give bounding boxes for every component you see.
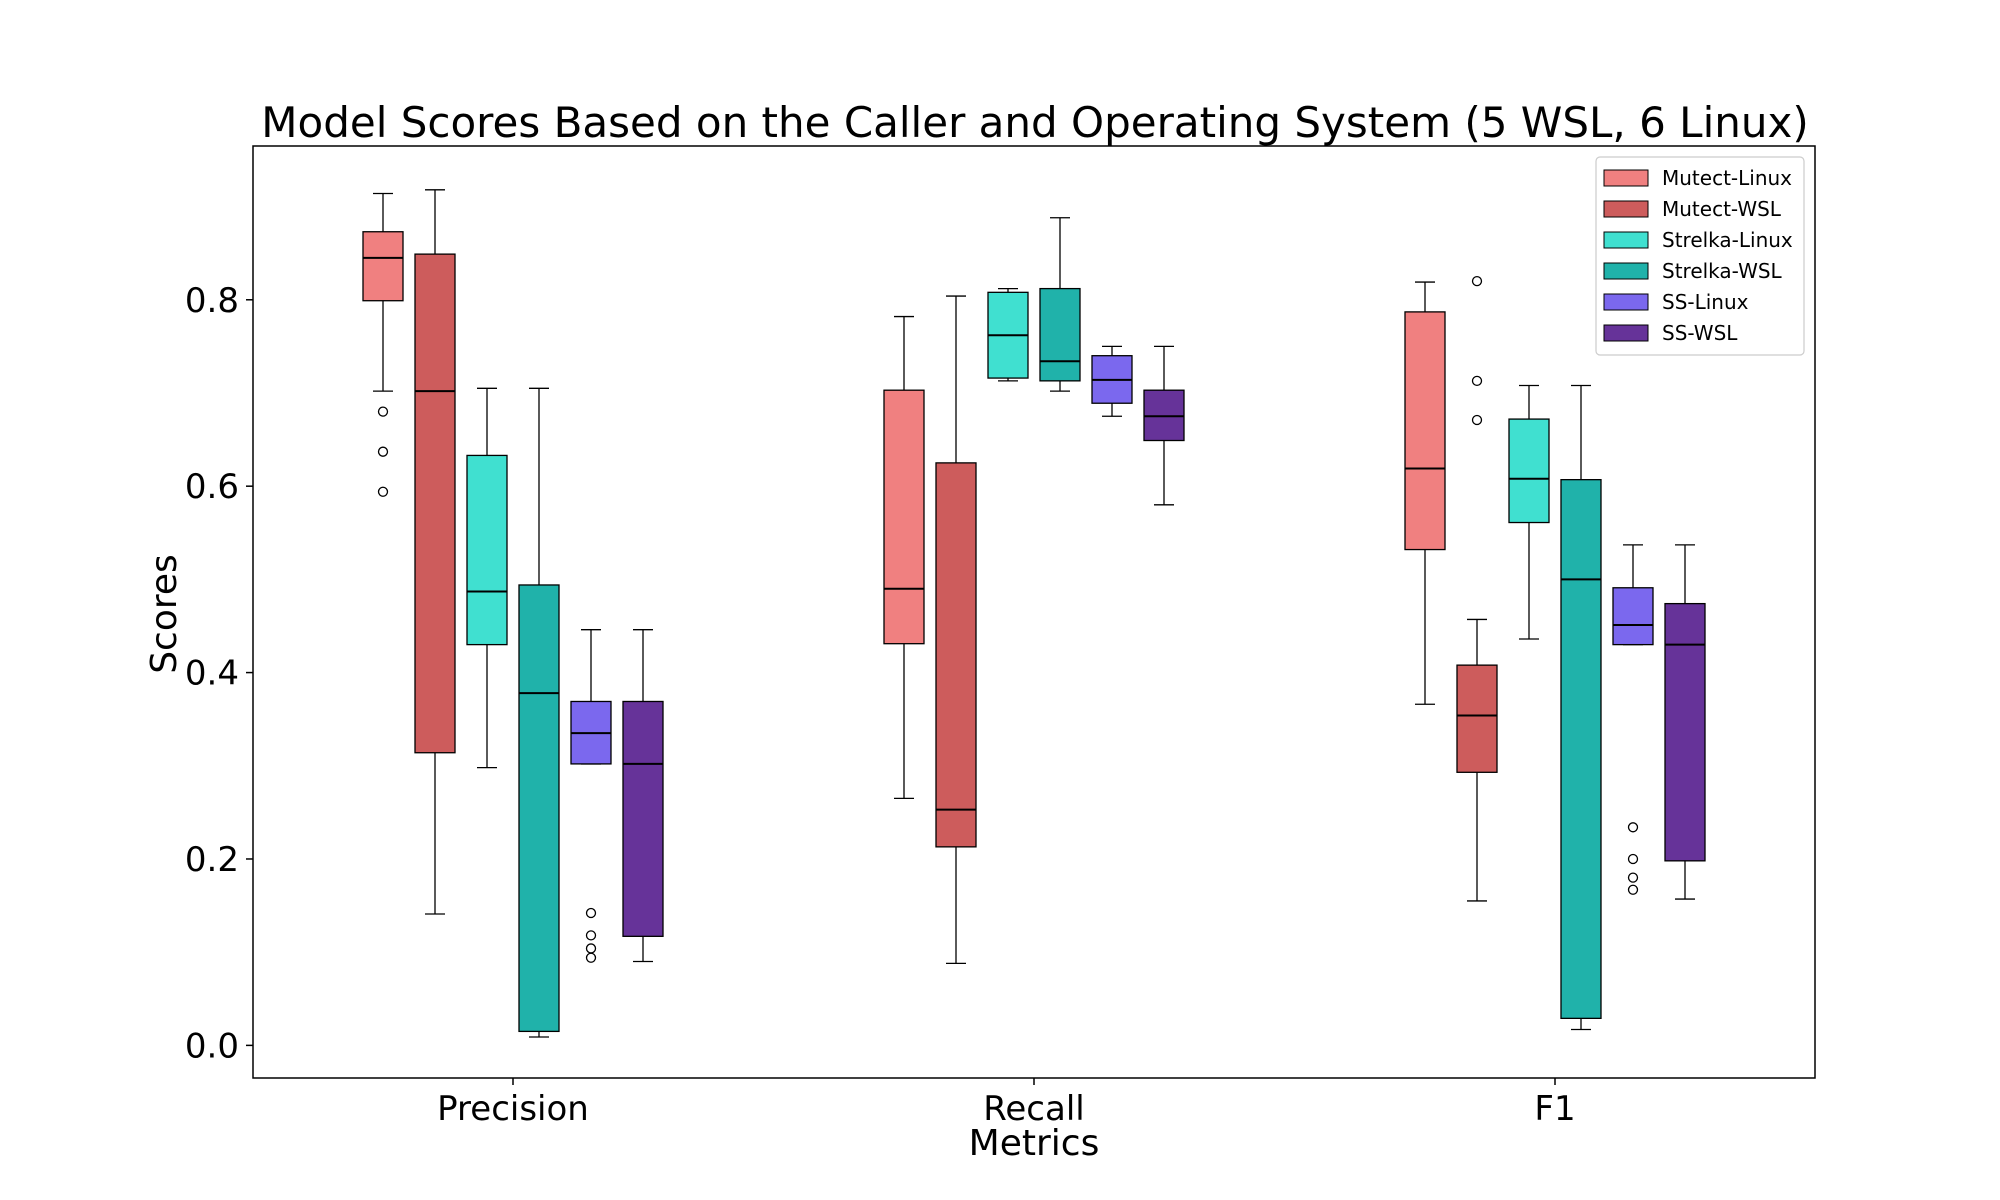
x-tick-label: Precision	[437, 1089, 589, 1129]
box-strelka-linux-recall	[987, 287, 1029, 382]
box-body	[622, 700, 664, 937]
outlier-point	[585, 930, 597, 941]
chart-title: Model Scores Based on the Caller and Ope…	[261, 98, 1808, 147]
legend-swatch	[1603, 231, 1649, 249]
box-body	[1664, 602, 1706, 862]
y-tick-label: 0.2	[185, 840, 239, 880]
box-mutect-wsl-recall	[935, 295, 977, 965]
box-ss-linux-precision	[570, 629, 612, 963]
box-body	[1456, 664, 1498, 773]
box-strelka-linux-f1	[1508, 384, 1550, 640]
outlier-point	[1627, 872, 1639, 883]
legend-label: Strelka-WSL	[1662, 259, 1783, 283]
x-tick-label: F1	[1534, 1089, 1575, 1129]
box-body	[518, 584, 560, 1033]
x-tick-label: Recall	[983, 1089, 1084, 1129]
y-tick-label: 0.4	[185, 654, 239, 694]
y-tick-label: 0.8	[185, 281, 239, 321]
plot-frame	[252, 145, 1816, 1079]
box-ss-linux-recall	[1091, 345, 1133, 417]
legend-label: SS-Linux	[1662, 290, 1749, 314]
box-body	[362, 231, 404, 302]
legend-swatch	[1603, 200, 1649, 218]
legend: Mutect-Linux Mutect-WSL Strelka-Linux Strel…	[1595, 156, 1805, 356]
legend-label: SS-WSL	[1662, 321, 1738, 345]
outlier-point	[1627, 853, 1639, 865]
box-mutect-linux-f1	[1404, 281, 1446, 705]
outlier-point	[585, 952, 597, 963]
outlier-point	[585, 907, 597, 919]
outlier-point	[1627, 884, 1639, 895]
legend-swatch	[1603, 169, 1649, 187]
box-strelka-linux-precision	[466, 387, 508, 769]
y-axis-label: Scores	[144, 554, 185, 674]
outlier-point	[1471, 414, 1483, 426]
box-strelka-wsl-precision	[518, 387, 560, 1038]
box-body	[466, 454, 508, 646]
y-tick-label: 0.6	[185, 467, 239, 507]
box-body	[1508, 418, 1550, 524]
plot-area: 0.0 0.2 0.4 0.6 0.8 Precision Recall F1	[185, 189, 1706, 1129]
legend-swatch	[1603, 262, 1649, 280]
box-body	[414, 253, 456, 754]
box-body	[883, 389, 925, 645]
outlier-point	[1471, 275, 1483, 287]
box-strelka-wsl-f1	[1560, 384, 1602, 1031]
box-ss-linux-f1	[1612, 544, 1654, 895]
legend-swatch	[1603, 324, 1649, 342]
outlier-point	[377, 486, 389, 497]
box-ss-wsl-f1	[1664, 544, 1706, 900]
outlier-point	[377, 446, 389, 457]
box-mutect-wsl-f1	[1456, 275, 1498, 902]
outlier-point	[377, 406, 389, 417]
box-body	[1404, 311, 1446, 551]
legend-label: Mutect-WSL	[1662, 197, 1782, 221]
box-mutect-linux-recall	[883, 315, 925, 800]
box-body	[1612, 587, 1654, 646]
outlier-point	[585, 943, 597, 954]
legend-label: Mutect-Linux	[1662, 166, 1792, 190]
box-ss-wsl-recall	[1143, 345, 1185, 506]
box-mutect-linux-precision	[362, 192, 404, 497]
legend-label: Strelka-Linux	[1662, 228, 1793, 252]
x-axis-label: Metrics	[969, 1123, 1100, 1164]
box-ss-wsl-precision	[622, 629, 664, 963]
legend-swatch	[1603, 293, 1649, 311]
box-body	[935, 462, 977, 848]
box-strelka-wsl-recall	[1039, 217, 1081, 392]
box-mutect-wsl-precision	[414, 189, 456, 915]
y-tick-label: 0.0	[185, 1026, 239, 1066]
outlier-point	[1627, 822, 1639, 833]
box-body	[1039, 287, 1081, 382]
outlier-point	[1471, 375, 1483, 387]
box-body	[1560, 479, 1602, 1020]
